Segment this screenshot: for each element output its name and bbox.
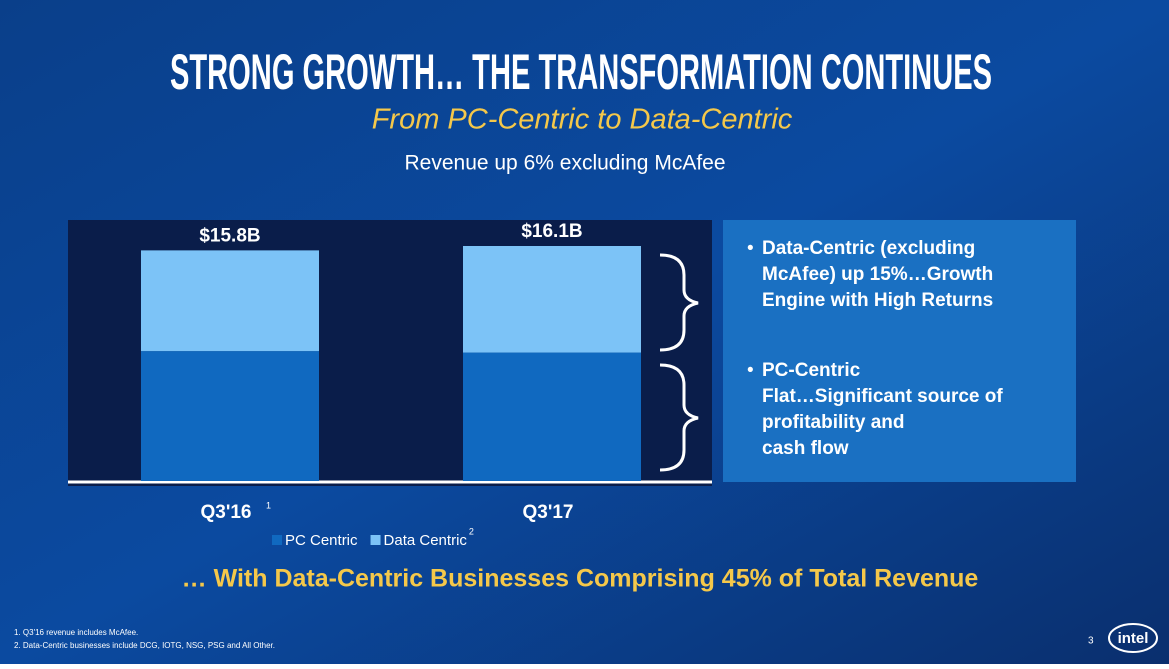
legend-label: PC Centric: [285, 532, 358, 549]
brace: [659, 253, 699, 352]
brace: [659, 363, 699, 472]
category-label: Q3'16: [201, 502, 252, 523]
total-label: $15.8B: [199, 225, 260, 246]
bar-segment: [141, 351, 319, 481]
legend-label: Data Centric: [384, 532, 468, 549]
bullets: • Data-Centric (excluding McAfee) up 15%…G…: [747, 238, 1003, 459]
bullet-line: profitability and: [762, 412, 905, 433]
bullet-line: Flat…Significant source of: [762, 386, 1003, 407]
footnote: 1. Q3'16 revenue includes McAfee.: [14, 628, 138, 637]
legend-swatch: [272, 535, 282, 545]
logo-ring: [1108, 623, 1158, 653]
subtitle: From PC-Centric to Data-Centric: [372, 104, 793, 136]
bullet-line: Data-Centric (excluding: [762, 238, 975, 259]
page-number: 3: [1088, 636, 1094, 647]
bullet-dot: •: [747, 238, 754, 259]
bullet-line: Engine with High Returns: [762, 290, 993, 311]
category-label: Q3'17: [523, 502, 574, 523]
footnote: 2. Data-Centric businesses include DCG, …: [14, 641, 275, 650]
headline: … With Data-Centric Businesses Comprisin…: [182, 565, 979, 593]
bullet-line: McAfee) up 15%…Growth: [762, 264, 993, 285]
tagline: Revenue up 6% excluding McAfee: [404, 152, 725, 175]
bar-segment: [141, 250, 319, 352]
total-label: $16.1B: [521, 221, 582, 242]
bullet-line: PC-Centric: [762, 360, 861, 381]
bar-segment: [463, 246, 641, 353]
bullet-box: [723, 220, 1076, 482]
legend-note: 2: [469, 526, 474, 536]
logo: intel: [1118, 630, 1149, 647]
title: STRONG GROWTH… THE TRANSFORMATION CONTIN…: [170, 44, 992, 100]
legend-swatch: [370, 535, 381, 545]
bar-segment: [463, 352, 641, 481]
bullet-dot: •: [747, 360, 754, 381]
bullet-line: cash flow: [762, 438, 849, 459]
category-note: 1: [266, 500, 271, 510]
